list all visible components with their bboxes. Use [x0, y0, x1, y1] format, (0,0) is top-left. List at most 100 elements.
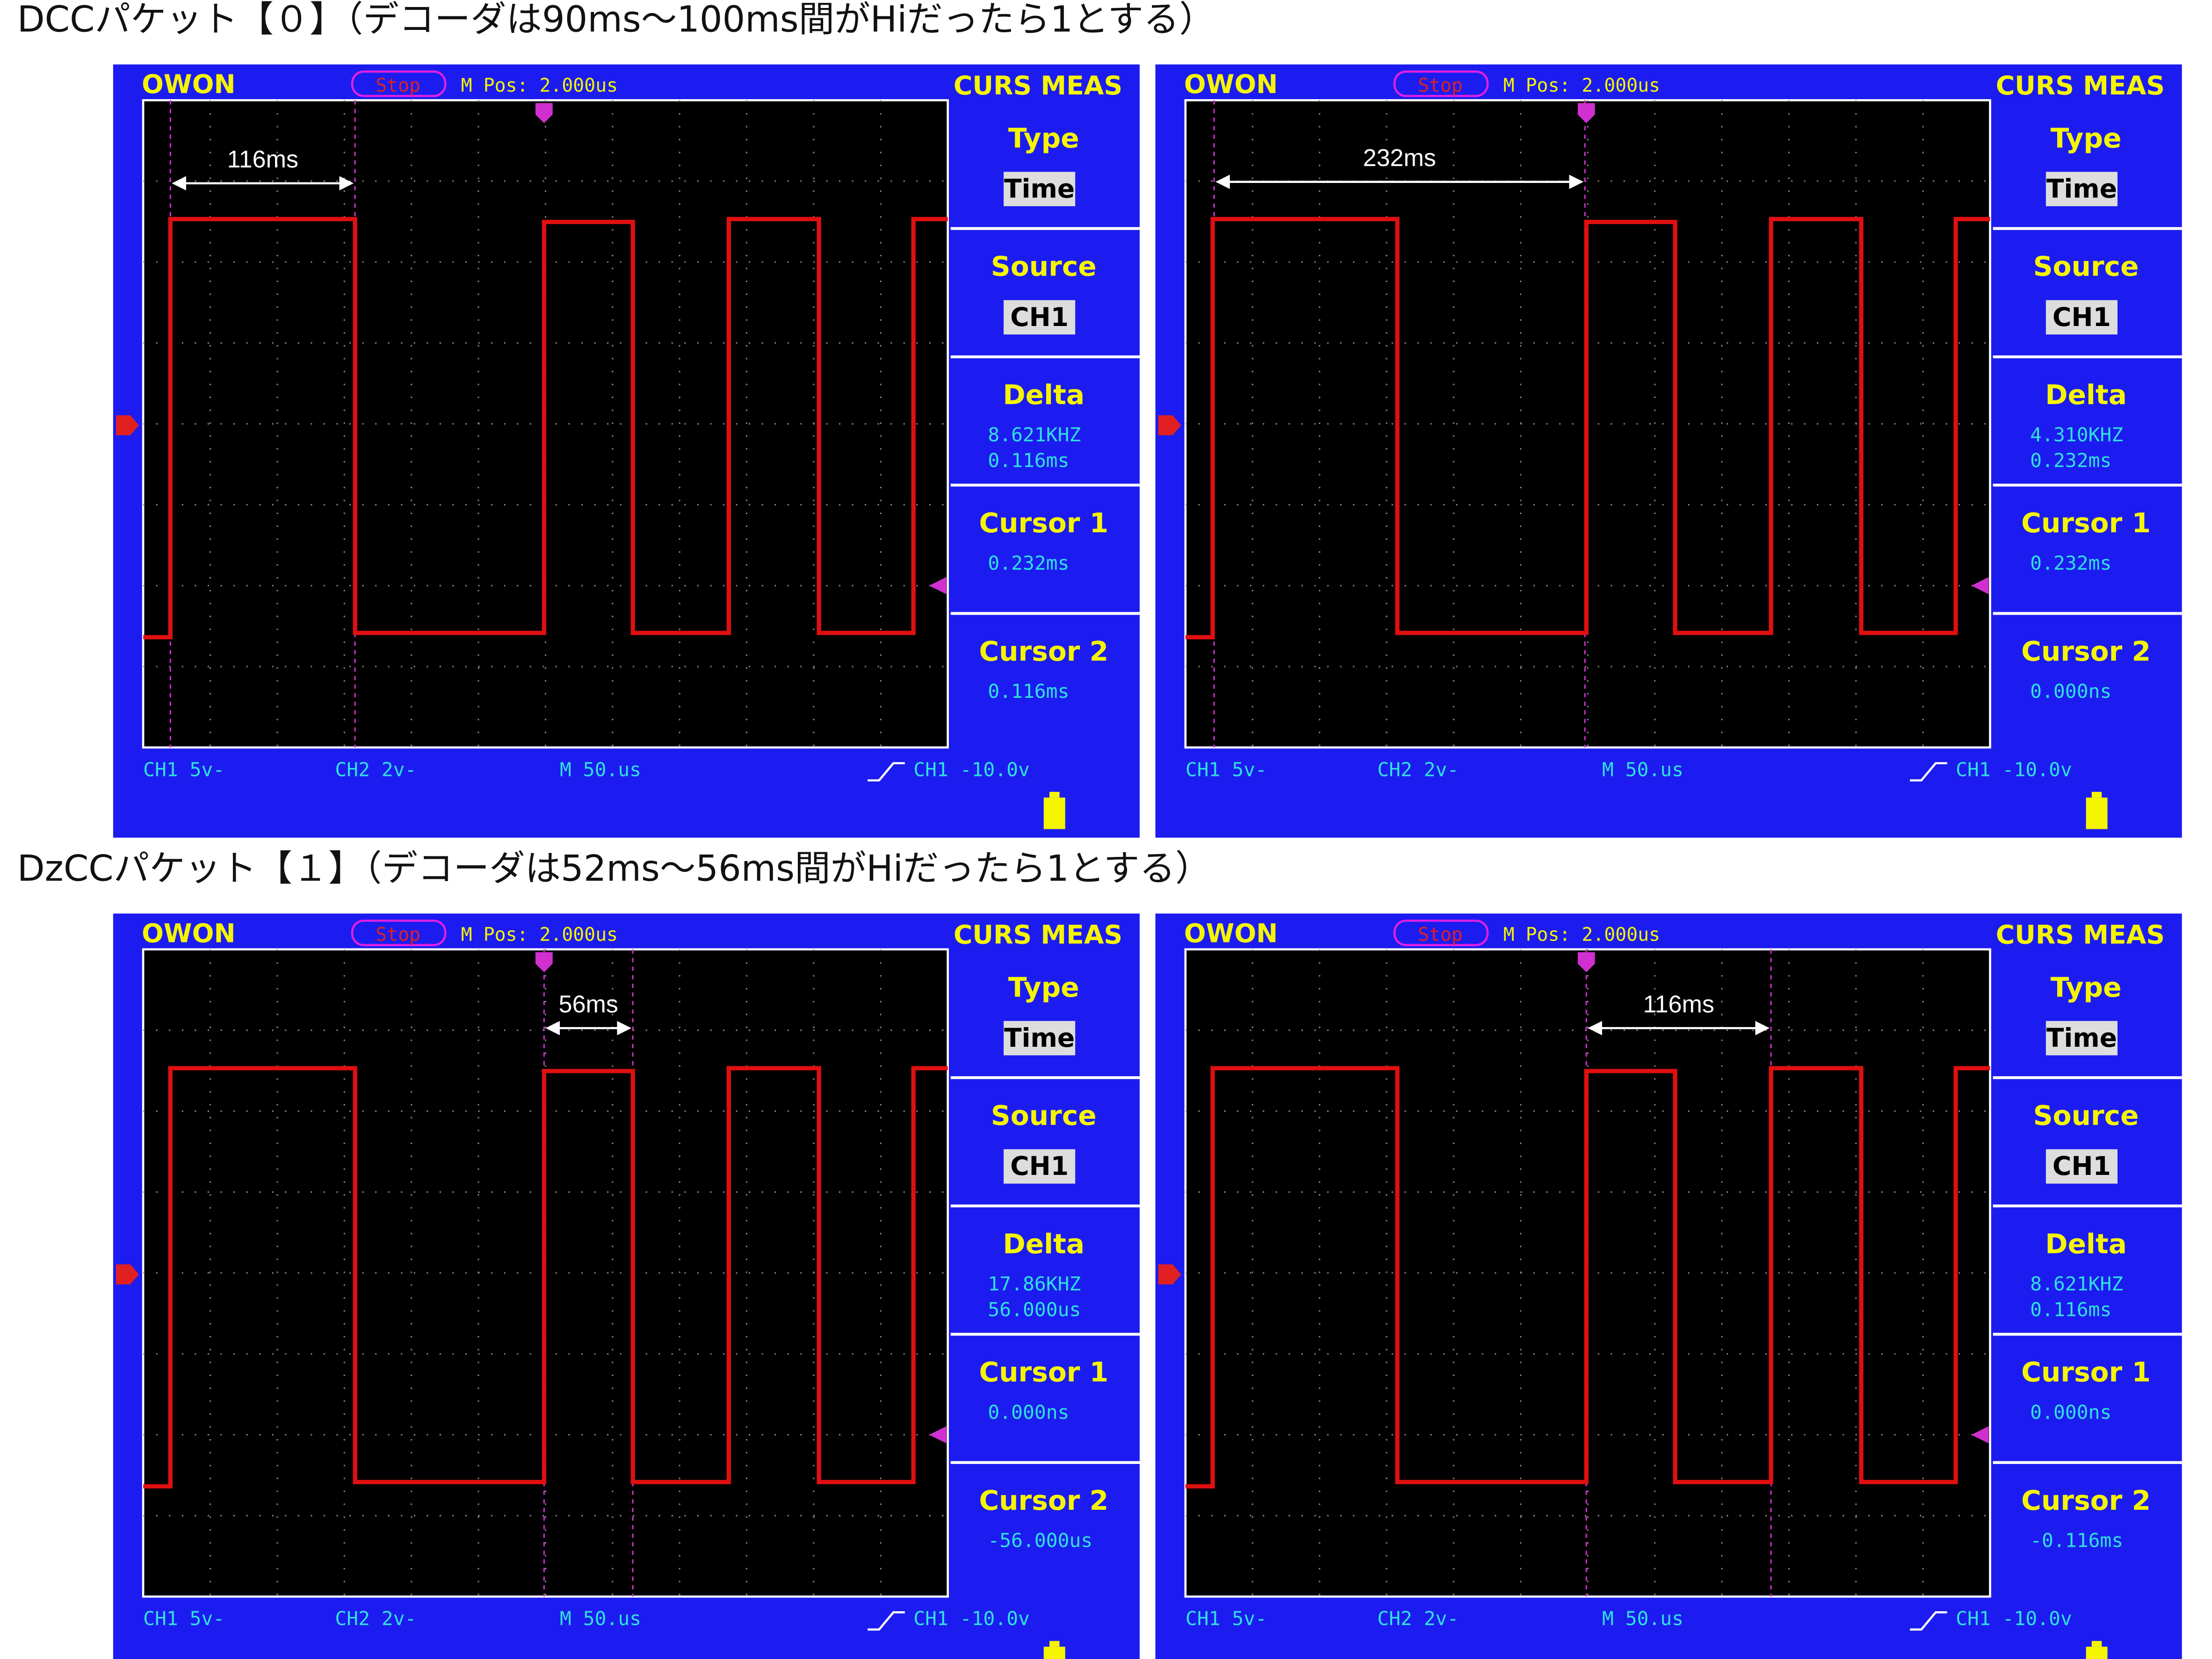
battery	[2086, 1646, 2108, 1659]
brand: OWON	[142, 918, 236, 948]
level-marker	[1971, 1426, 1989, 1443]
footer-label: CH1 5v-	[1186, 758, 1267, 781]
level-marker	[1971, 577, 1989, 594]
footer-label: CH2 2v-	[335, 758, 416, 781]
menu-value-box	[2046, 300, 2118, 335]
scope-screen: OWON Stop M Pos: 2.000us CURS MEAS 232ms Type…	[1155, 64, 2182, 838]
section-heading: DCCパケット【０】（デコーダは90ms〜100ms間がHiだったら1とする）	[17, 0, 1215, 40]
footer-label: CH1 5v-	[143, 1608, 224, 1630]
menu-title: Cursor 2	[2021, 636, 2151, 667]
footer-label: M 50.us	[1602, 758, 1684, 781]
menu-title: Type	[2051, 971, 2122, 1003]
battery	[1043, 1646, 1065, 1659]
channel-marker	[116, 415, 139, 435]
menu-value-box	[1004, 1149, 1076, 1184]
menu-title: Cursor 1	[979, 1356, 1108, 1388]
footer-label: CH2 2v-	[1377, 758, 1459, 781]
menu-value-box	[1004, 172, 1076, 206]
trigger-slope	[867, 1611, 905, 1631]
position: M Pos: 2.000us	[461, 924, 618, 945]
menu-value: 0.116ms	[988, 680, 1069, 703]
status: Stop	[1418, 75, 1463, 96]
footer-label: CH1 -10.0v	[913, 1608, 1030, 1630]
menu-value: 0.000ns	[2030, 1401, 2111, 1423]
footer-label: CH1 5v-	[143, 758, 224, 781]
menu-value-box	[1004, 300, 1076, 335]
status: Stop	[1418, 924, 1463, 945]
menu-value: Time	[1004, 174, 1075, 203]
annotation: 232ms	[1363, 145, 1436, 172]
menu-value: 0.000ns	[2030, 680, 2111, 703]
waveform	[1185, 217, 1990, 639]
menu-value: 0.232ms	[2030, 552, 2111, 574]
menu-value: 0.000ns	[988, 1401, 1069, 1423]
menu-value: CH1	[2053, 302, 2111, 332]
position: M Pos: 2.000us	[1504, 75, 1660, 96]
footer-label: M 50.us	[560, 1608, 641, 1630]
footer-label: CH1 -10.0v	[1956, 758, 2072, 781]
menu-title: Delta	[2045, 379, 2127, 411]
status-box	[351, 920, 447, 946]
status: Stop	[376, 75, 420, 96]
scope-screen: OWON Stop M Pos: 2.000us CURS MEAS 116ms Type…	[113, 64, 1140, 838]
annotation: 116ms	[227, 146, 298, 173]
menu-title: Delta	[1003, 379, 1084, 411]
menu-value: CH1	[1010, 1151, 1069, 1181]
battery-tip	[1049, 791, 1060, 798]
footer-label: CH2 2v-	[335, 1608, 416, 1630]
channel-marker	[1158, 415, 1181, 435]
footer-label: M 50.us	[1602, 1608, 1684, 1630]
menu-title: Type	[2051, 122, 2122, 154]
annotation: 116ms	[1643, 991, 1714, 1018]
scope-screen: OWON Stop M Pos: 2.000us CURS MEAS 116ms Type…	[1155, 913, 2182, 1659]
footer-label: CH2 2v-	[1377, 1608, 1459, 1630]
footer-label: CH1 5v-	[1186, 1608, 1267, 1630]
menu-value-box	[2046, 172, 2118, 206]
footer-label: CH1 -10.0v	[913, 758, 1030, 781]
section-heading: DzCCパケット【１】（デコーダは52ms〜56ms間がHiだったら1とする）	[17, 848, 1211, 890]
mode: CURS MEAS	[1996, 71, 2165, 101]
menu-value: Time	[2046, 174, 2117, 203]
footer-label: CH1 -10.0v	[1956, 1608, 2072, 1630]
level-marker	[929, 1426, 947, 1443]
menu-title: Type	[1008, 122, 1079, 154]
annotation: 56ms	[559, 991, 618, 1018]
battery	[1043, 797, 1065, 829]
position: M Pos: 2.000us	[461, 75, 618, 96]
battery-tip	[1049, 1641, 1060, 1647]
menu-value: CH1	[2053, 1151, 2111, 1181]
menu-value-box	[1004, 1021, 1076, 1056]
channel-marker	[116, 1264, 139, 1285]
menu-value: 8.621KHZ	[988, 424, 1081, 446]
mode: CURS MEAS	[954, 920, 1122, 949]
menu-title: Source	[2033, 1100, 2139, 1131]
trigger-marker	[535, 103, 553, 123]
menu-value: Time	[1004, 1023, 1075, 1053]
trigger-marker	[1577, 952, 1595, 972]
menu-title: Delta	[1003, 1228, 1084, 1260]
menu-value-box	[2046, 1149, 2118, 1184]
menu-title: Source	[991, 1100, 1097, 1131]
status: Stop	[376, 924, 420, 945]
menu-value: -56.000us	[988, 1529, 1092, 1552]
menu-value: CH1	[1010, 302, 1069, 332]
channel-marker	[1158, 1264, 1181, 1285]
status-box	[1393, 920, 1489, 946]
menu-title: Source	[2033, 251, 2139, 283]
menu-value: Time	[2046, 1023, 2117, 1053]
menu-value: 4.310KHZ	[2030, 424, 2123, 446]
brand: OWON	[1184, 69, 1278, 99]
battery-tip	[2091, 791, 2102, 798]
menu-value: 0.116ms	[2030, 1298, 2111, 1321]
brand: OWON	[142, 69, 236, 99]
mode: CURS MEAS	[954, 71, 1122, 101]
menu-value: 0.116ms	[988, 449, 1069, 472]
waveform	[143, 217, 948, 639]
menu-title: Cursor 1	[979, 507, 1108, 539]
battery	[2086, 797, 2108, 829]
waveform	[143, 1066, 948, 1489]
footer-label: M 50.us	[560, 758, 641, 781]
menu-title: Cursor 1	[2021, 1356, 2151, 1388]
